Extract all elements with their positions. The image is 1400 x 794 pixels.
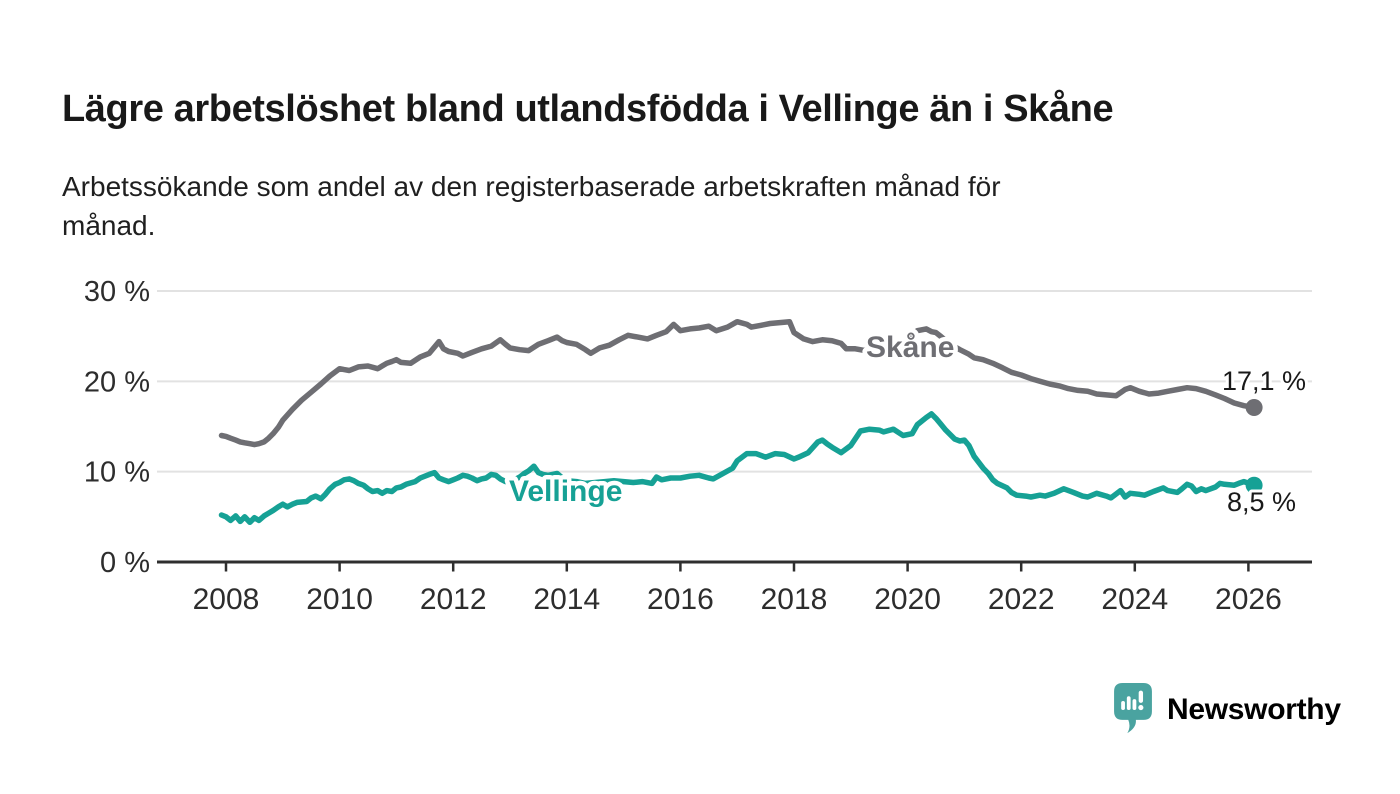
subtitle-line: Arbetssökande som andel av den registerb…: [62, 171, 1001, 202]
y-axis-label-30: 30 %: [84, 276, 150, 308]
series-lines: [218, 318, 1263, 526]
subtitle-line: månad.: [62, 210, 156, 241]
tick-marks: [224, 563, 1250, 572]
chart-subtitle: Arbetssökande som andel av den registerb…: [62, 167, 1001, 245]
gridlines: [157, 290, 1312, 473]
series-line-Vellinge: [218, 411, 1257, 526]
logo-wordmark: Newsworthy: [1167, 692, 1341, 726]
x-axis-label-2012: 2012: [420, 583, 487, 616]
series-label-skane: Skåne: [866, 331, 954, 364]
x-axis-label-2008: 2008: [193, 583, 260, 616]
logo-bubble-icon: [1114, 683, 1152, 734]
chart-title: Lägre arbetslöshet bland utlandsfödda i …: [62, 88, 1114, 131]
y-axis-label-10: 10 %: [84, 457, 150, 489]
y-axis-label-0: 0 %: [100, 547, 150, 579]
x-axis-label-2024: 2024: [1101, 583, 1168, 616]
x-axis-label-2020: 2020: [874, 583, 941, 616]
x-axis-label-2018: 2018: [761, 583, 828, 616]
x-axis-label-2014: 2014: [533, 583, 600, 616]
newsworthy-logo: Newsworthy: [1114, 683, 1341, 736]
x-axis-label-2010: 2010: [306, 583, 373, 616]
series-label-vellinge: Vellinge: [509, 475, 622, 508]
x-axis-label-2026: 2026: [1215, 583, 1282, 616]
end-value-label-skane: 17,1 %: [1222, 366, 1306, 396]
y-axis-label-20: 20 %: [84, 366, 150, 398]
series-end-dot-Vellinge: [1245, 476, 1263, 494]
series-line-Skåne: [218, 318, 1257, 448]
x-axis-label-2016: 2016: [647, 583, 714, 616]
end-value-label-vellinge: 8,5 %: [1227, 487, 1296, 517]
series-end-dot-Skåne: [1245, 399, 1263, 416]
x-axis-label-2022: 2022: [988, 583, 1055, 616]
